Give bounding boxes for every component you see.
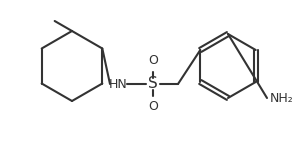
Text: HN: HN — [109, 78, 127, 90]
Text: O: O — [148, 100, 158, 114]
Text: S: S — [148, 76, 158, 92]
Text: O: O — [148, 54, 158, 68]
Text: NH₂: NH₂ — [270, 92, 294, 105]
